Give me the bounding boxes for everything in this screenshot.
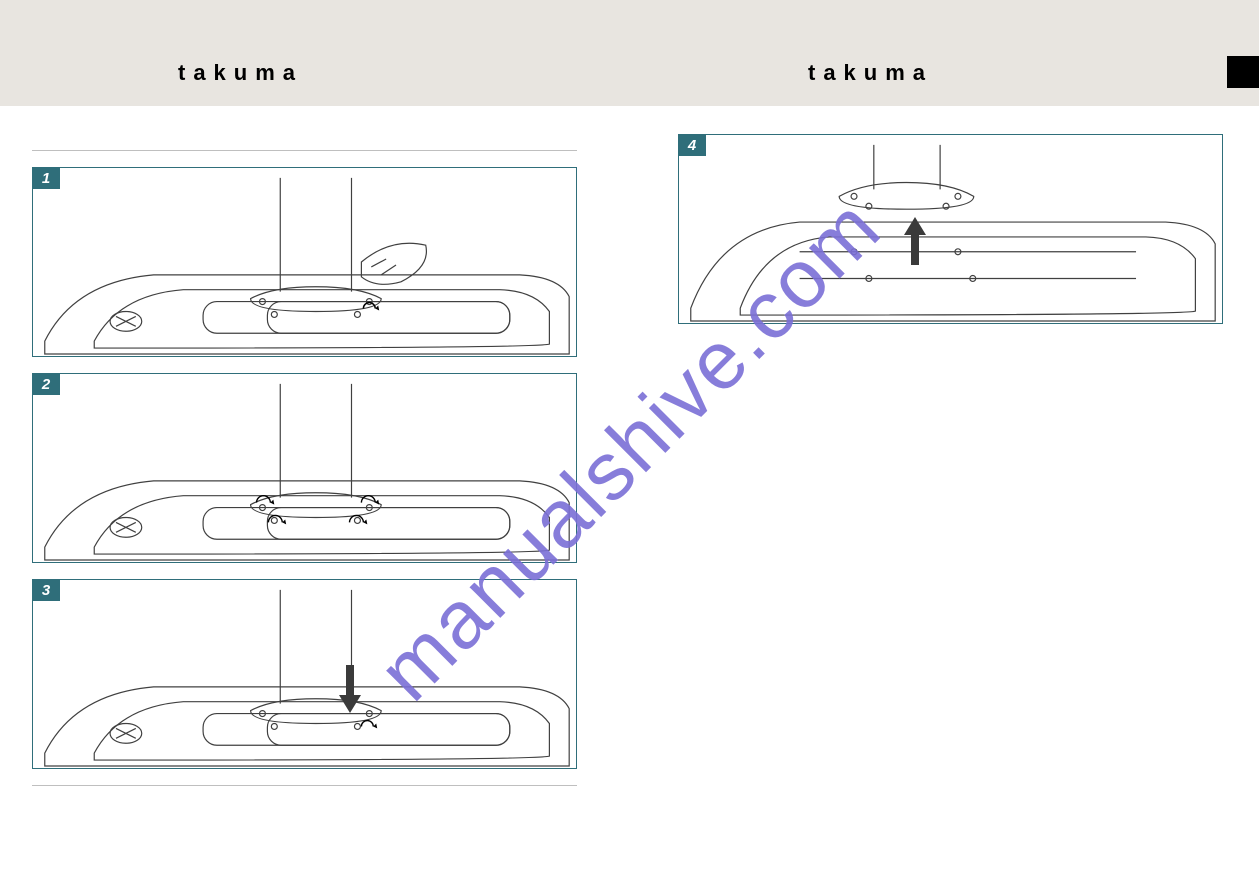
divider-bottom-left (32, 785, 577, 786)
page-tab (1227, 56, 1259, 88)
brand-left: takuma (178, 60, 303, 86)
divider-top-left (32, 150, 577, 151)
board-diagram-icon (679, 135, 1222, 323)
brand-right: takuma (808, 60, 933, 86)
step-panel-3: 3 (32, 579, 577, 769)
step-badge: 4 (678, 134, 706, 156)
header-band (0, 0, 1259, 106)
step-panel-1: 1 (32, 167, 577, 357)
diagram-1 (32, 167, 577, 357)
step-badge: 2 (32, 373, 60, 395)
left-column: 1 (32, 150, 577, 786)
board-diagram-icon (33, 168, 576, 356)
arrow-up-icon (904, 217, 926, 265)
diagram-4 (678, 134, 1223, 324)
diagram-2 (32, 373, 577, 563)
board-diagram-icon (33, 580, 576, 768)
step-badge: 3 (32, 579, 60, 601)
step-panel-2: 2 (32, 373, 577, 563)
diagram-3 (32, 579, 577, 769)
step-panel-4: 4 (678, 134, 1223, 324)
right-column: 4 (678, 150, 1223, 340)
board-diagram-icon (33, 374, 576, 562)
step-badge: 1 (32, 167, 60, 189)
arrow-down-icon (339, 665, 361, 713)
